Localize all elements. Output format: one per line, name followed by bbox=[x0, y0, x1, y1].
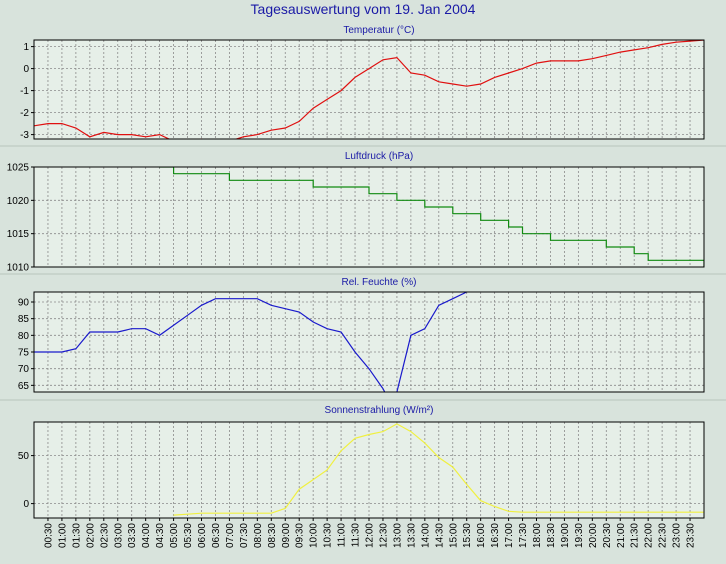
x-tick-label: 17:30 bbox=[518, 523, 529, 548]
x-tick-label: 02:00 bbox=[85, 523, 96, 548]
x-tick-label: 03:00 bbox=[113, 523, 124, 548]
x-tick-label: 01:00 bbox=[57, 523, 68, 548]
y-tick-label: 70 bbox=[18, 364, 30, 375]
panel-3: 0 50 Sonnenstrahlung (W/m²) bbox=[18, 405, 705, 519]
y-tick-label: 0 bbox=[23, 499, 29, 510]
x-tick-label: 14:30 bbox=[434, 523, 445, 548]
panel-0: -3 -2 -1 0 1 Temperatur (°C) bbox=[20, 25, 705, 141]
y-tick-label: 1020 bbox=[7, 196, 30, 207]
y-tick-label: -2 bbox=[20, 108, 29, 119]
x-tick-label: 16:00 bbox=[476, 523, 487, 548]
panel-title: Luftdruck (hPa) bbox=[345, 151, 413, 162]
plot-frame bbox=[33, 166, 705, 268]
x-tick-label: 19:00 bbox=[560, 523, 571, 548]
y-tick-label: 1015 bbox=[7, 229, 30, 240]
y-tick-label: 1025 bbox=[7, 163, 30, 174]
y-tick-label: 1 bbox=[23, 42, 29, 53]
series-line-2 bbox=[34, 292, 469, 392]
x-tick-label: 06:30 bbox=[211, 523, 222, 548]
x-tick-label: 22:30 bbox=[658, 523, 669, 548]
y-tick-label: 80 bbox=[18, 331, 30, 342]
x-tick-label: 00:30 bbox=[43, 523, 54, 548]
x-tick-label: 10:30 bbox=[323, 523, 334, 548]
x-tick-label: 20:30 bbox=[602, 523, 613, 548]
x-tick-label: 11:00 bbox=[337, 523, 348, 548]
plot-frame bbox=[33, 291, 705, 393]
x-tick-label: 16:30 bbox=[490, 523, 501, 548]
x-tick-label: 10:00 bbox=[309, 523, 320, 548]
y-tick-label: 0 bbox=[23, 64, 29, 75]
panel-1: 1010 1015 1020 1025 Luftdruck (hPa) bbox=[7, 151, 705, 274]
y-tick-label: 75 bbox=[18, 348, 30, 359]
x-tick-label: 23:30 bbox=[686, 523, 697, 548]
x-tick-label: 13:00 bbox=[392, 523, 403, 548]
series-line-1 bbox=[159, 167, 704, 267]
panel-title: Sonnenstrahlung (W/m²) bbox=[325, 405, 434, 416]
series-line-0 bbox=[34, 40, 704, 139]
x-tick-label: 20:00 bbox=[588, 523, 599, 548]
plot-frame bbox=[33, 39, 705, 140]
x-tick-label: 01:30 bbox=[71, 523, 82, 548]
x-tick-label: 08:00 bbox=[253, 523, 264, 548]
x-tick-label: 15:00 bbox=[448, 523, 459, 548]
panel-2: 65 70 75 80 85 90 Rel. Feuchte (%) bbox=[18, 277, 705, 393]
series-line-3 bbox=[173, 423, 704, 516]
x-tick-label: 18:30 bbox=[546, 523, 557, 548]
y-tick-label: 90 bbox=[18, 298, 30, 309]
x-tick-label: 17:00 bbox=[504, 523, 515, 548]
x-tick-label: 12:00 bbox=[365, 523, 376, 548]
x-tick-label: 09:00 bbox=[281, 523, 292, 548]
x-tick-label: 06:00 bbox=[197, 523, 208, 548]
x-tick-label: 12:30 bbox=[378, 523, 389, 548]
x-tick-label: 07:30 bbox=[239, 523, 250, 548]
y-tick-label: 1010 bbox=[7, 263, 30, 274]
x-tick-label: 09:30 bbox=[295, 523, 306, 548]
x-tick-label: 05:00 bbox=[169, 523, 180, 548]
x-tick-label: 11:30 bbox=[351, 523, 362, 548]
x-tick-label: 07:00 bbox=[225, 523, 236, 548]
y-tick-label: 50 bbox=[18, 451, 30, 462]
x-tick-label: 03:30 bbox=[127, 523, 138, 548]
x-tick-label: 23:00 bbox=[672, 523, 683, 548]
x-tick-label: 13:30 bbox=[406, 523, 417, 548]
x-tick-label: 15:30 bbox=[462, 523, 473, 548]
x-tick-label: 05:30 bbox=[183, 523, 194, 548]
y-tick-label: -3 bbox=[20, 130, 29, 141]
x-tick-label: 19:30 bbox=[574, 523, 585, 548]
panel-title: Temperatur (°C) bbox=[343, 25, 414, 36]
x-tick-label: 21:30 bbox=[630, 523, 641, 548]
y-tick-label: 85 bbox=[18, 314, 30, 325]
x-tick-label: 21:00 bbox=[616, 523, 627, 548]
panel-title: Rel. Feuchte (%) bbox=[341, 277, 416, 288]
x-tick-label: 02:30 bbox=[99, 523, 110, 548]
x-tick-label: 22:00 bbox=[644, 523, 655, 548]
y-tick-label: 65 bbox=[18, 381, 30, 392]
main-title: Tagesauswertung vom 19. Jan 2004 bbox=[250, 1, 476, 17]
x-tick-label: 04:00 bbox=[141, 523, 152, 548]
x-tick-label: 14:00 bbox=[420, 523, 431, 548]
x-tick-label: 04:30 bbox=[155, 523, 166, 548]
y-tick-label: -1 bbox=[20, 86, 29, 97]
x-tick-label: 08:30 bbox=[267, 523, 278, 548]
x-tick-label: 18:00 bbox=[532, 523, 543, 548]
